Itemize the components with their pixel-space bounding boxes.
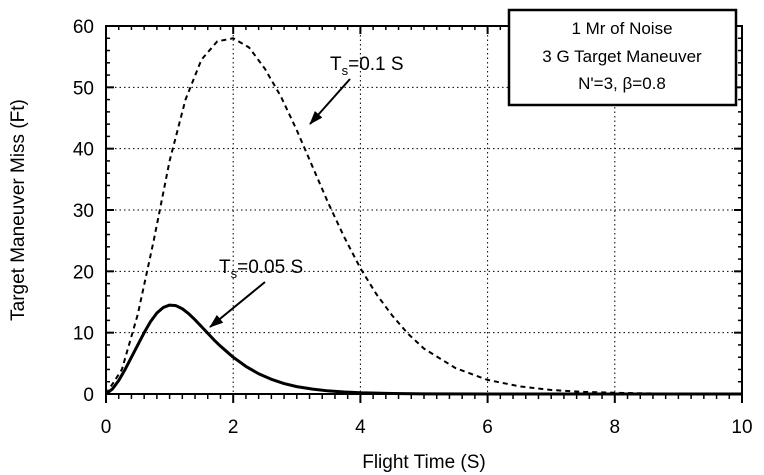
y-tick-label: 20 [73,262,94,283]
annotation-ts-0-05-value: =0.05 S [237,257,303,278]
legend-box: 1 Mr of Noise 3 G Target Maneuver N'=3, … [507,8,738,107]
x-tick-label: 8 [610,417,621,438]
y-tick-label: 40 [73,140,94,161]
x-tick-label: 0 [101,417,112,438]
y-axis-title: Target Maneuver Miss (Ft) [8,99,29,321]
svg-text:Ts=0.05 S: Ts=0.05 S [219,257,303,281]
y-tick-label: 50 [73,78,94,99]
annotation-ts-0-1-sub: s [342,63,349,78]
x-tick-label: 6 [482,417,493,438]
series-layer [105,37,743,396]
legend-frame [507,8,738,107]
annotation-ts-0-05-base: T [219,257,231,278]
annotation-ts-0-1-base: T [330,54,342,75]
annotation-ts-0-1-arrow [309,78,351,125]
y-tick-label: 60 [73,17,94,38]
annotation-ts-0-05-arrow [209,281,266,328]
x-axis-title: Flight Time (S) [362,452,486,473]
legend-line-1: 1 Mr of Noise [571,19,672,38]
svg-text:Ts=0.1 S: Ts=0.1 S [330,54,404,78]
grid [106,26,742,394]
y-tick-label: 10 [73,324,94,345]
tick-labels: 0 10 20 30 40 50 60 0 2 4 6 8 10 [73,17,753,438]
y-tick-label: 30 [73,201,94,222]
legend-line-3: N'=3, β=0.8 [578,74,666,93]
x-tick-label: 10 [731,417,752,438]
series-line-ts-0-1 [105,37,743,395]
annotation-ts-0-1: Ts=0.1 S [309,54,404,125]
x-tick-label: 4 [355,417,366,438]
x-tick-label: 2 [228,417,239,438]
series-line-ts-0-05 [105,303,742,396]
annotation-ts-0-05: Ts=0.05 S [209,257,303,328]
annotation-ts-0-05-sub: s [231,266,238,281]
annotation-ts-0-1-value: =0.1 S [348,54,403,75]
plot-frame [105,25,743,395]
legend-line-2: 3 G Target Maneuver [542,47,702,66]
y-tick-label: 0 [83,385,94,406]
